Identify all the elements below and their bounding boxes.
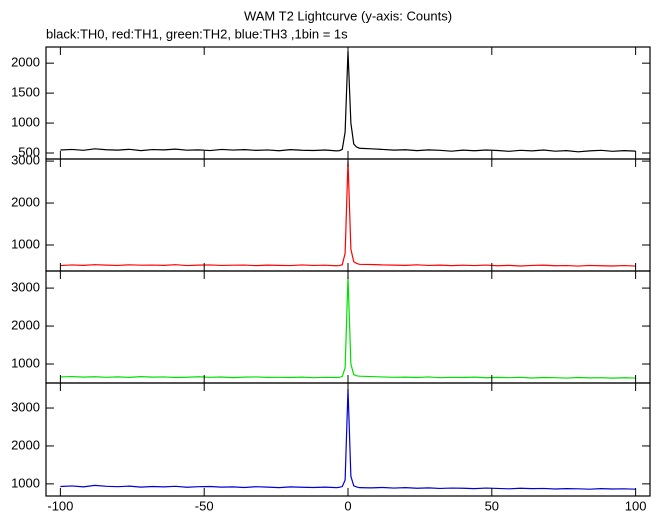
y-tick-label: 2000 — [11, 55, 40, 70]
x-tick-label: 0 — [344, 498, 351, 513]
panel-frame — [45, 382, 651, 497]
x-tick-label: -50 — [195, 498, 214, 513]
light-curve — [60, 389, 636, 490]
x-tick-label: -100 — [47, 498, 73, 513]
light-curve — [60, 161, 636, 267]
light-curve — [60, 51, 636, 153]
y-tick-label: 3000 — [11, 399, 40, 414]
light-curve — [60, 276, 636, 379]
y-tick-label: 1000 — [11, 355, 40, 370]
y-tick-label: 2000 — [11, 317, 40, 332]
y-tick-label: 1500 — [11, 85, 40, 100]
y-tick-label: 1000 — [11, 475, 40, 490]
x-tick-label: 100 — [625, 498, 647, 513]
y-tick-label: 3000 — [11, 153, 40, 168]
chart-subtitle: black:TH0, red:TH1, green:TH2, blue:TH3 … — [46, 26, 348, 41]
y-tick-label: 1000 — [11, 236, 40, 251]
y-tick-label: 2000 — [11, 437, 40, 452]
chart-title: WAM T2 Lightcurve (y-axis: Counts) — [244, 8, 452, 23]
y-tick-label: 500 — [18, 144, 40, 159]
y-tick-label: 3000 — [11, 280, 40, 295]
y-tick-label: 1000 — [11, 115, 40, 130]
x-tick-label: 50 — [485, 498, 499, 513]
y-tick-label: 2000 — [11, 194, 40, 209]
